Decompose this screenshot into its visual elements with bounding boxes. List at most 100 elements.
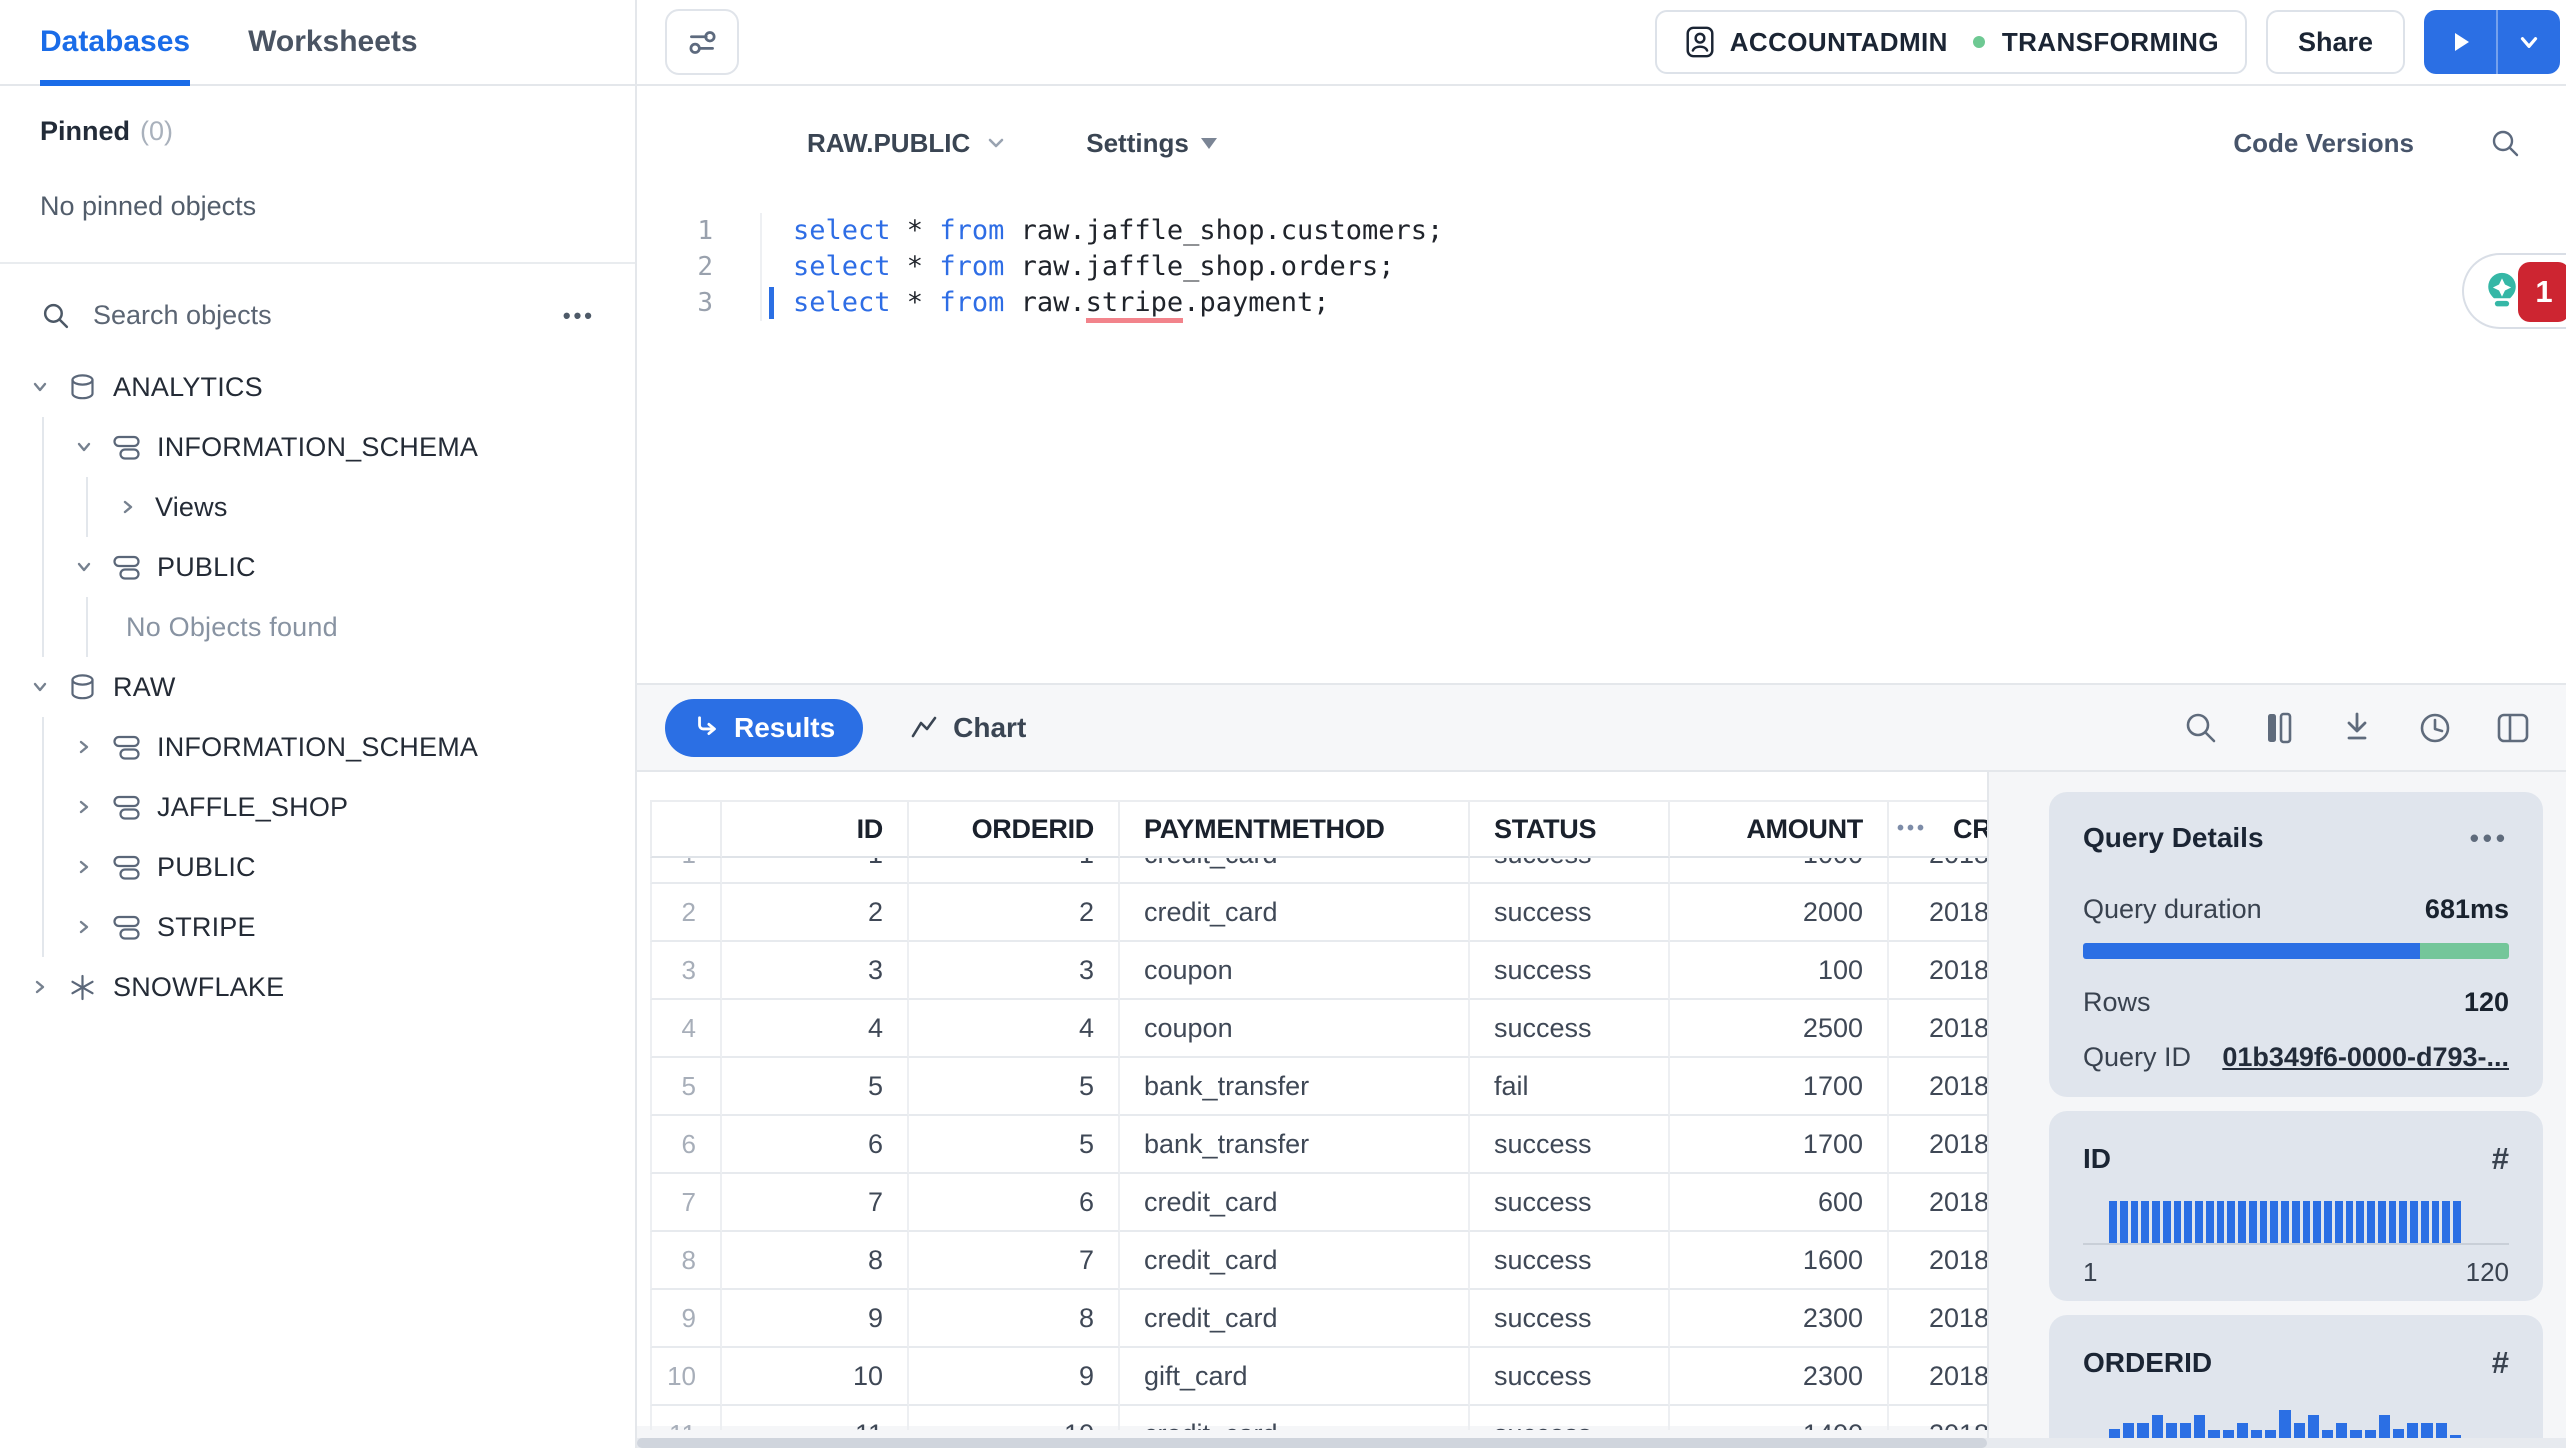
table-cell[interactable]: 2018 — [1889, 884, 1987, 942]
table-cell[interactable]: 3 — [909, 942, 1120, 1000]
editor-search-icon[interactable] — [2488, 126, 2522, 160]
table-cell[interactable]: 600 — [1670, 1174, 1889, 1232]
table-cell[interactable]: success — [1470, 1116, 1670, 1174]
chevron-right-icon[interactable] — [72, 915, 96, 939]
table-row[interactable]: 10 10 9 gift_card success 2300 2018 — [650, 1348, 1987, 1406]
tree-item-views[interactable]: Views — [88, 477, 635, 537]
table-cell[interactable]: 2000 — [1670, 884, 1889, 942]
share-button[interactable]: Share — [2265, 10, 2405, 74]
table-row[interactable]: 9 9 8 credit_card success 2300 2018 — [650, 1290, 1987, 1348]
chevron-down-icon[interactable] — [28, 375, 52, 399]
table-cell[interactable]: 1700 — [1670, 1058, 1889, 1116]
tree-item-information-schema[interactable]: INFORMATION_SCHEMA — [44, 417, 635, 477]
table-cell[interactable]: 1400 — [1670, 1406, 1889, 1430]
table-cell[interactable]: success — [1470, 1232, 1670, 1290]
chevron-down-icon[interactable] — [72, 555, 96, 579]
code-line-3[interactable]: select * from raw.stripe.payment; — [769, 285, 2566, 323]
column-header-paymentmethod[interactable]: PAYMENTMETHOD — [1120, 802, 1470, 858]
tab-worksheets[interactable]: Worksheets — [248, 0, 418, 84]
code-line-2[interactable]: select * from raw.jaffle_shop.orders; — [793, 249, 2566, 285]
row-number-cell[interactable]: 9 — [650, 1290, 722, 1348]
table-cell[interactable]: fail — [1470, 1058, 1670, 1116]
table-row[interactable]: 6 6 5 bank_transfer success 1700 2018 — [650, 1116, 1987, 1174]
table-cell[interactable]: gift_card — [1120, 1348, 1470, 1406]
table-cell[interactable]: 100 — [1670, 942, 1889, 1000]
table-cell[interactable]: credit_card — [1120, 1174, 1470, 1232]
table-cell[interactable]: credit_card — [1120, 884, 1470, 942]
run-options-button[interactable] — [2498, 10, 2560, 74]
table-row[interactable]: 3 3 3 coupon success 100 2018 — [650, 942, 1987, 1000]
table-cell[interactable]: success — [1470, 1406, 1670, 1430]
table-cell[interactable]: credit_card — [1120, 1406, 1470, 1430]
table-cell[interactable]: 2300 — [1670, 1348, 1889, 1406]
query-id-link[interactable]: 01b349f6-0000-d793-... — [2222, 1042, 2509, 1072]
table-cell[interactable]: 9 — [909, 1348, 1120, 1406]
run-button[interactable] — [2424, 10, 2496, 74]
row-number-cell[interactable]: 11 — [650, 1406, 722, 1430]
table-cell[interactable]: 6 — [722, 1116, 909, 1174]
object-search[interactable]: Search objects ••• — [0, 264, 635, 349]
table-cell[interactable]: 10 — [722, 1348, 909, 1406]
search-options-menu[interactable]: ••• — [562, 302, 595, 328]
tab-results[interactable]: Results — [665, 698, 864, 757]
tree-item-public[interactable]: PUBLIC — [44, 537, 635, 597]
table-cell[interactable]: 2018 — [1889, 1232, 1987, 1290]
table-cell[interactable]: 1700 — [1670, 1116, 1889, 1174]
row-number-cell[interactable]: 5 — [650, 1058, 722, 1116]
table-cell[interactable]: 7 — [722, 1174, 909, 1232]
tree-item-raw[interactable]: RAW — [0, 657, 635, 717]
table-cell[interactable]: 5 — [722, 1058, 909, 1116]
code-line-1[interactable]: select * from raw.jaffle_shop.customers; — [793, 213, 2566, 249]
table-row[interactable]: 111110credit_cardsuccess14002018 — [650, 1406, 1987, 1430]
table-cell[interactable]: 1000 — [1670, 858, 1889, 884]
row-number-cell[interactable]: 6 — [650, 1116, 722, 1174]
table-cell[interactable]: 11 — [722, 1406, 909, 1430]
table-cell[interactable]: success — [1470, 1348, 1670, 1406]
tab-databases[interactable]: Databases — [40, 0, 191, 86]
table-cell[interactable]: 8 — [909, 1290, 1120, 1348]
column-stats-card-id[interactable]: ID # 1 120 — [2049, 1111, 2543, 1301]
table-cell[interactable]: 4 — [909, 1000, 1120, 1058]
table-cell[interactable]: success — [1470, 858, 1670, 884]
table-cell[interactable]: 1600 — [1670, 1232, 1889, 1290]
table-cell[interactable]: 2018 — [1889, 1348, 1987, 1406]
table-cell[interactable]: 3 — [722, 942, 909, 1000]
chevron-right-icon[interactable] — [72, 795, 96, 819]
table-cell[interactable]: 2018 — [1889, 942, 1987, 1000]
column-header-created[interactable]: ••• CREATED — [1889, 802, 1987, 858]
tree-item-analytics[interactable]: ANALYTICS — [0, 357, 635, 417]
table-cell[interactable]: credit_card — [1120, 858, 1470, 884]
chevron-right-icon[interactable] — [28, 975, 52, 999]
table-cell[interactable]: credit_card — [1120, 1232, 1470, 1290]
chevron-down-icon[interactable] — [28, 675, 52, 699]
database-context-selector[interactable]: RAW.PUBLIC — [807, 128, 1008, 159]
table-cell[interactable]: 2018 — [1889, 1174, 1987, 1232]
split-panel-icon[interactable] — [2494, 709, 2532, 747]
row-number-header[interactable] — [650, 802, 722, 858]
table-cell[interactable]: success — [1470, 884, 1670, 942]
table-row[interactable]: 5 5 5 bank_transfer fail 1700 2018 — [650, 1058, 1987, 1116]
tree-item-snowflake[interactable]: SNOWFLAKE — [0, 957, 635, 1017]
chevron-right-icon[interactable] — [72, 855, 96, 879]
tree-item-stripe[interactable]: STRIPE — [44, 897, 635, 957]
table-cell[interactable]: coupon — [1120, 1000, 1470, 1058]
table-cell[interactable]: 6 — [909, 1174, 1120, 1232]
chevron-down-icon[interactable] — [72, 435, 96, 459]
worksheet-config-button[interactable] — [665, 9, 739, 75]
table-cell[interactable]: 2018 — [1889, 1116, 1987, 1174]
table-row[interactable]: 7 7 6 credit_card success 600 2018 — [650, 1174, 1987, 1232]
table-cell[interactable]: 2018 — [1889, 858, 1987, 884]
table-cell[interactable]: 5 — [909, 1058, 1120, 1116]
table-cell[interactable]: 2018 — [1889, 1000, 1987, 1058]
copilot-suggestion-button[interactable]: 1 — [2462, 253, 2566, 329]
search-results-icon[interactable] — [2182, 709, 2220, 747]
tree-item-jaffle-shop[interactable]: JAFFLE_SHOP — [44, 777, 635, 837]
scrollbar-thumb[interactable] — [637, 1438, 1988, 1448]
table-cell[interactable]: credit_card — [1120, 1290, 1470, 1348]
column-menu-icon[interactable]: ••• — [1897, 817, 1928, 840]
settings-dropdown[interactable]: Settings — [1086, 128, 1217, 159]
row-number-cell[interactable]: 10 — [650, 1348, 722, 1406]
column-header-id[interactable]: ID — [722, 802, 909, 858]
table-row[interactable]: 4 4 4 coupon success 2500 2018 — [650, 1000, 1987, 1058]
table-cell[interactable]: 8 — [722, 1232, 909, 1290]
